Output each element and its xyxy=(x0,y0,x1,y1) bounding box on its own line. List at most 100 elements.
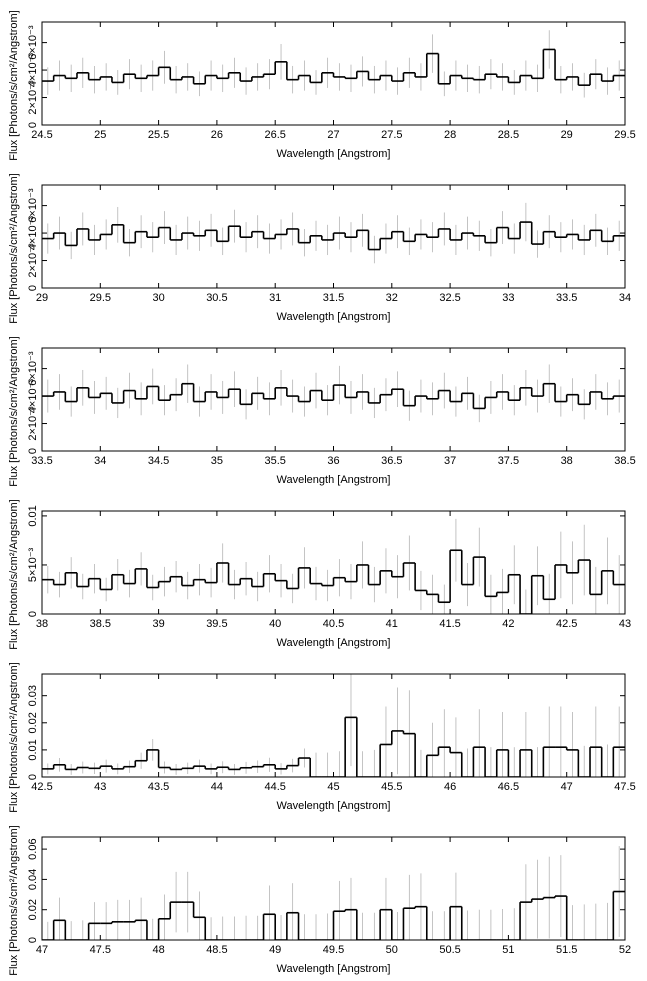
y-tick-label: 0.04 xyxy=(27,869,39,890)
x-tick-label: 34 xyxy=(619,292,631,304)
x-tick-label: 51 xyxy=(502,944,514,956)
y-axis-title: Flux [Photons/s/cm²/Angstrom] xyxy=(8,825,20,975)
x-tick-label: 45 xyxy=(327,781,339,793)
x-tick-label: 31 xyxy=(269,292,281,304)
x-tick-label: 33.5 xyxy=(556,292,577,304)
x-tick-label: 32 xyxy=(386,292,398,304)
x-tick-label: 41.5 xyxy=(439,618,460,630)
plot-area xyxy=(42,674,625,777)
y-axis-title: Flux [Photons/s/cm²/Angstrom] xyxy=(8,499,20,649)
x-tick-label: 37.5 xyxy=(498,455,519,467)
x-tick-label: 36.5 xyxy=(381,455,402,467)
y-tick-label: 2×10⁻³ xyxy=(27,406,39,441)
y-tick-label: 2×10⁻³ xyxy=(27,80,39,115)
x-tick-label: 47.5 xyxy=(614,781,635,793)
x-axis-title: Wavelength [Angstrom] xyxy=(277,637,391,649)
x-tick-label: 41 xyxy=(386,618,398,630)
x-tick-label: 35 xyxy=(211,455,223,467)
x-tick-label: 33.5 xyxy=(31,455,52,467)
y-tick-label: 0 xyxy=(27,611,39,617)
panel: 29 29.5 30 30.5 31 31.5 32 32.5 33 33.5 34 0 2×10⁻³4… xyxy=(8,173,631,323)
y-tick-label: 0.06 xyxy=(27,838,39,859)
plot-area xyxy=(42,364,625,423)
x-tick-label: 43.5 xyxy=(148,781,169,793)
x-tick-label: 37 xyxy=(444,455,456,467)
x-tick-label: 42 xyxy=(502,618,514,630)
x-tick-label: 44 xyxy=(211,781,223,793)
y-tick-label: 0.01 xyxy=(27,505,39,526)
x-tick-label: 27.5 xyxy=(381,129,402,141)
y-tick-label: 4×10⁻³ xyxy=(27,216,39,251)
y-axis-title: Flux [Photons/s/cm²/Angstrom] xyxy=(8,10,20,160)
y-tick-label: 0 xyxy=(27,285,39,291)
x-tick-label: 38 xyxy=(36,618,48,630)
y-tick-label: 2×10⁻³ xyxy=(27,243,39,278)
y-tick-label: 4×10⁻³ xyxy=(27,53,39,88)
plot-area xyxy=(42,30,625,98)
x-tick-label: 49.5 xyxy=(323,944,344,956)
x-tick-label: 38.5 xyxy=(90,618,111,630)
x-tick-label: 29.5 xyxy=(90,292,111,304)
x-tick-label: 28 xyxy=(444,129,456,141)
x-tick-label: 42.5 xyxy=(556,618,577,630)
x-tick-label: 39 xyxy=(152,618,164,630)
y-tick-label: 0 xyxy=(27,122,39,128)
panel: 33.5 34 34.5 35 35.5 36 36.5 37 37.5 38 38.5 0 2×10⁻… xyxy=(8,336,636,486)
x-tick-label: 45.5 xyxy=(381,781,402,793)
x-axis-title: Wavelength [Angstrom] xyxy=(277,148,391,160)
x-tick-label: 44.5 xyxy=(264,781,285,793)
y-tick-label: 4×10⁻³ xyxy=(27,379,39,414)
x-tick-label: 28.5 xyxy=(498,129,519,141)
x-tick-label: 27 xyxy=(327,129,339,141)
x-tick-label: 29 xyxy=(561,129,573,141)
x-tick-label: 50 xyxy=(386,944,398,956)
y-tick-label: 0.01 xyxy=(27,739,39,760)
x-tick-label: 38 xyxy=(561,455,573,467)
x-tick-label: 40.5 xyxy=(323,618,344,630)
panel: 38 38.5 39 39.5 40 40.5 41 41.5 42 42.5 43 0 5×10⁻³ 0… xyxy=(8,499,631,649)
y-tick-label: 0 xyxy=(27,937,39,943)
x-tick-label: 30 xyxy=(152,292,164,304)
x-tick-label: 46.5 xyxy=(498,781,519,793)
plot-area xyxy=(42,846,625,940)
y-tick-label: 0.03 xyxy=(27,685,39,706)
x-tick-label: 24.5 xyxy=(31,129,52,141)
x-tick-label: 30.5 xyxy=(206,292,227,304)
x-tick-label: 50.5 xyxy=(439,944,460,956)
x-tick-label: 31.5 xyxy=(323,292,344,304)
y-tick-label: 0 xyxy=(27,774,39,780)
x-tick-label: 26.5 xyxy=(264,129,285,141)
x-tick-label: 52 xyxy=(619,944,631,956)
x-tick-label: 34.5 xyxy=(148,455,169,467)
x-tick-label: 51.5 xyxy=(556,944,577,956)
x-axis-title: Wavelength [Angstrom] xyxy=(277,800,391,812)
x-tick-label: 33 xyxy=(502,292,514,304)
x-tick-label: 25 xyxy=(94,129,106,141)
x-tick-label: 35.5 xyxy=(264,455,285,467)
x-tick-label: 25.5 xyxy=(148,129,169,141)
x-tick-label: 32.5 xyxy=(439,292,460,304)
x-tick-label: 40 xyxy=(269,618,281,630)
y-tick-label: 5×10⁻³ xyxy=(27,547,39,582)
y-tick-label: 0.02 xyxy=(27,712,39,733)
x-tick-label: 26 xyxy=(211,129,223,141)
plot-area xyxy=(42,518,625,614)
x-tick-label: 43 xyxy=(619,618,631,630)
x-axis-title: Wavelength [Angstrom] xyxy=(277,474,391,486)
y-tick-label: 6×10⁻³ xyxy=(27,351,39,386)
x-tick-label: 34 xyxy=(94,455,106,467)
x-tick-label: 29 xyxy=(36,292,48,304)
x-tick-label: 38.5 xyxy=(614,455,635,467)
y-axis-title: Flux [Photons/s/cm²/Angstrom] xyxy=(8,336,20,486)
x-axis-title: Wavelength [Angstrom] xyxy=(277,311,391,323)
y-tick-label: 6×10⁻³ xyxy=(27,25,39,60)
x-tick-label: 46 xyxy=(444,781,456,793)
x-tick-label: 47 xyxy=(36,944,48,956)
x-tick-label: 29.5 xyxy=(614,129,635,141)
x-tick-label: 49 xyxy=(269,944,281,956)
y-tick-label: 6×10⁻³ xyxy=(27,188,39,223)
x-tick-label: 48 xyxy=(152,944,164,956)
plot-area xyxy=(42,202,625,264)
